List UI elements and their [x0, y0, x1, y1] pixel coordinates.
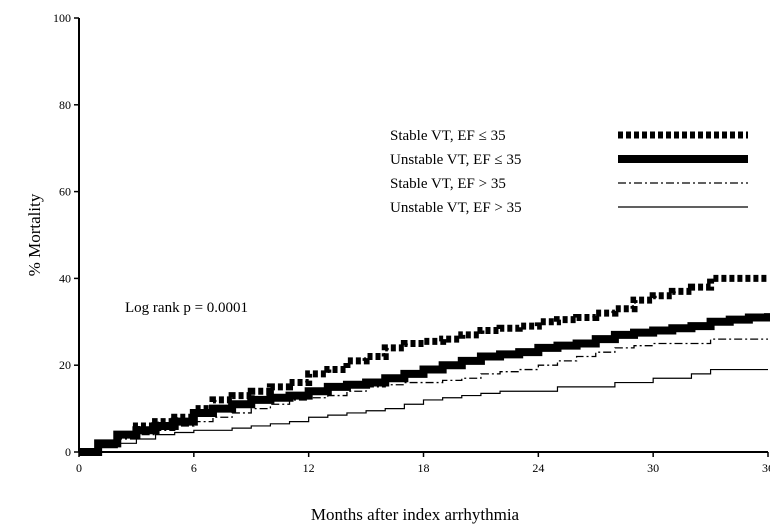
y-tick-label: 0 [65, 445, 71, 459]
legend-label: Unstable VT, EF > 35 [390, 200, 522, 216]
x-tick-label: 12 [303, 461, 315, 475]
series-line-4 [79, 368, 768, 453]
log-rank-annotation: Log rank p = 0.0001 [125, 300, 248, 316]
y-tick-label: 100 [53, 11, 71, 25]
y-tick-label: 40 [59, 271, 71, 285]
plot-area: 0 20 40 60 80 100 0 6 12 18 24 30 36 [53, 11, 770, 475]
legend: Stable VT, EF ≤ 35 Unstable VT, EF ≤ 35 St… [390, 128, 748, 216]
x-tick-label: 6 [191, 461, 197, 475]
x-ticks: 0 6 12 18 24 30 36 [76, 452, 770, 475]
legend-label: Unstable VT, EF ≤ 35 [390, 152, 521, 168]
x-tick-label: 0 [76, 461, 82, 475]
y-ticks: 0 20 40 60 80 100 [53, 11, 79, 459]
x-axis-title: Months after index arrhythmia [311, 505, 520, 524]
series-line-3 [79, 338, 768, 453]
x-tick-label: 36 [762, 461, 770, 475]
legend-label: Stable VT, EF ≤ 35 [390, 128, 506, 144]
x-tick-label: 30 [647, 461, 659, 475]
y-tick-label: 80 [59, 98, 71, 112]
y-tick-label: 60 [59, 185, 71, 199]
series-lines [79, 274, 770, 456]
y-axis-title: % Mortality [25, 193, 44, 276]
y-tick-label: 20 [59, 358, 71, 372]
legend-label: Stable VT, EF > 35 [390, 176, 506, 192]
series-line-2 [79, 313, 770, 456]
x-tick-label: 24 [532, 461, 544, 475]
x-tick-label: 18 [418, 461, 430, 475]
